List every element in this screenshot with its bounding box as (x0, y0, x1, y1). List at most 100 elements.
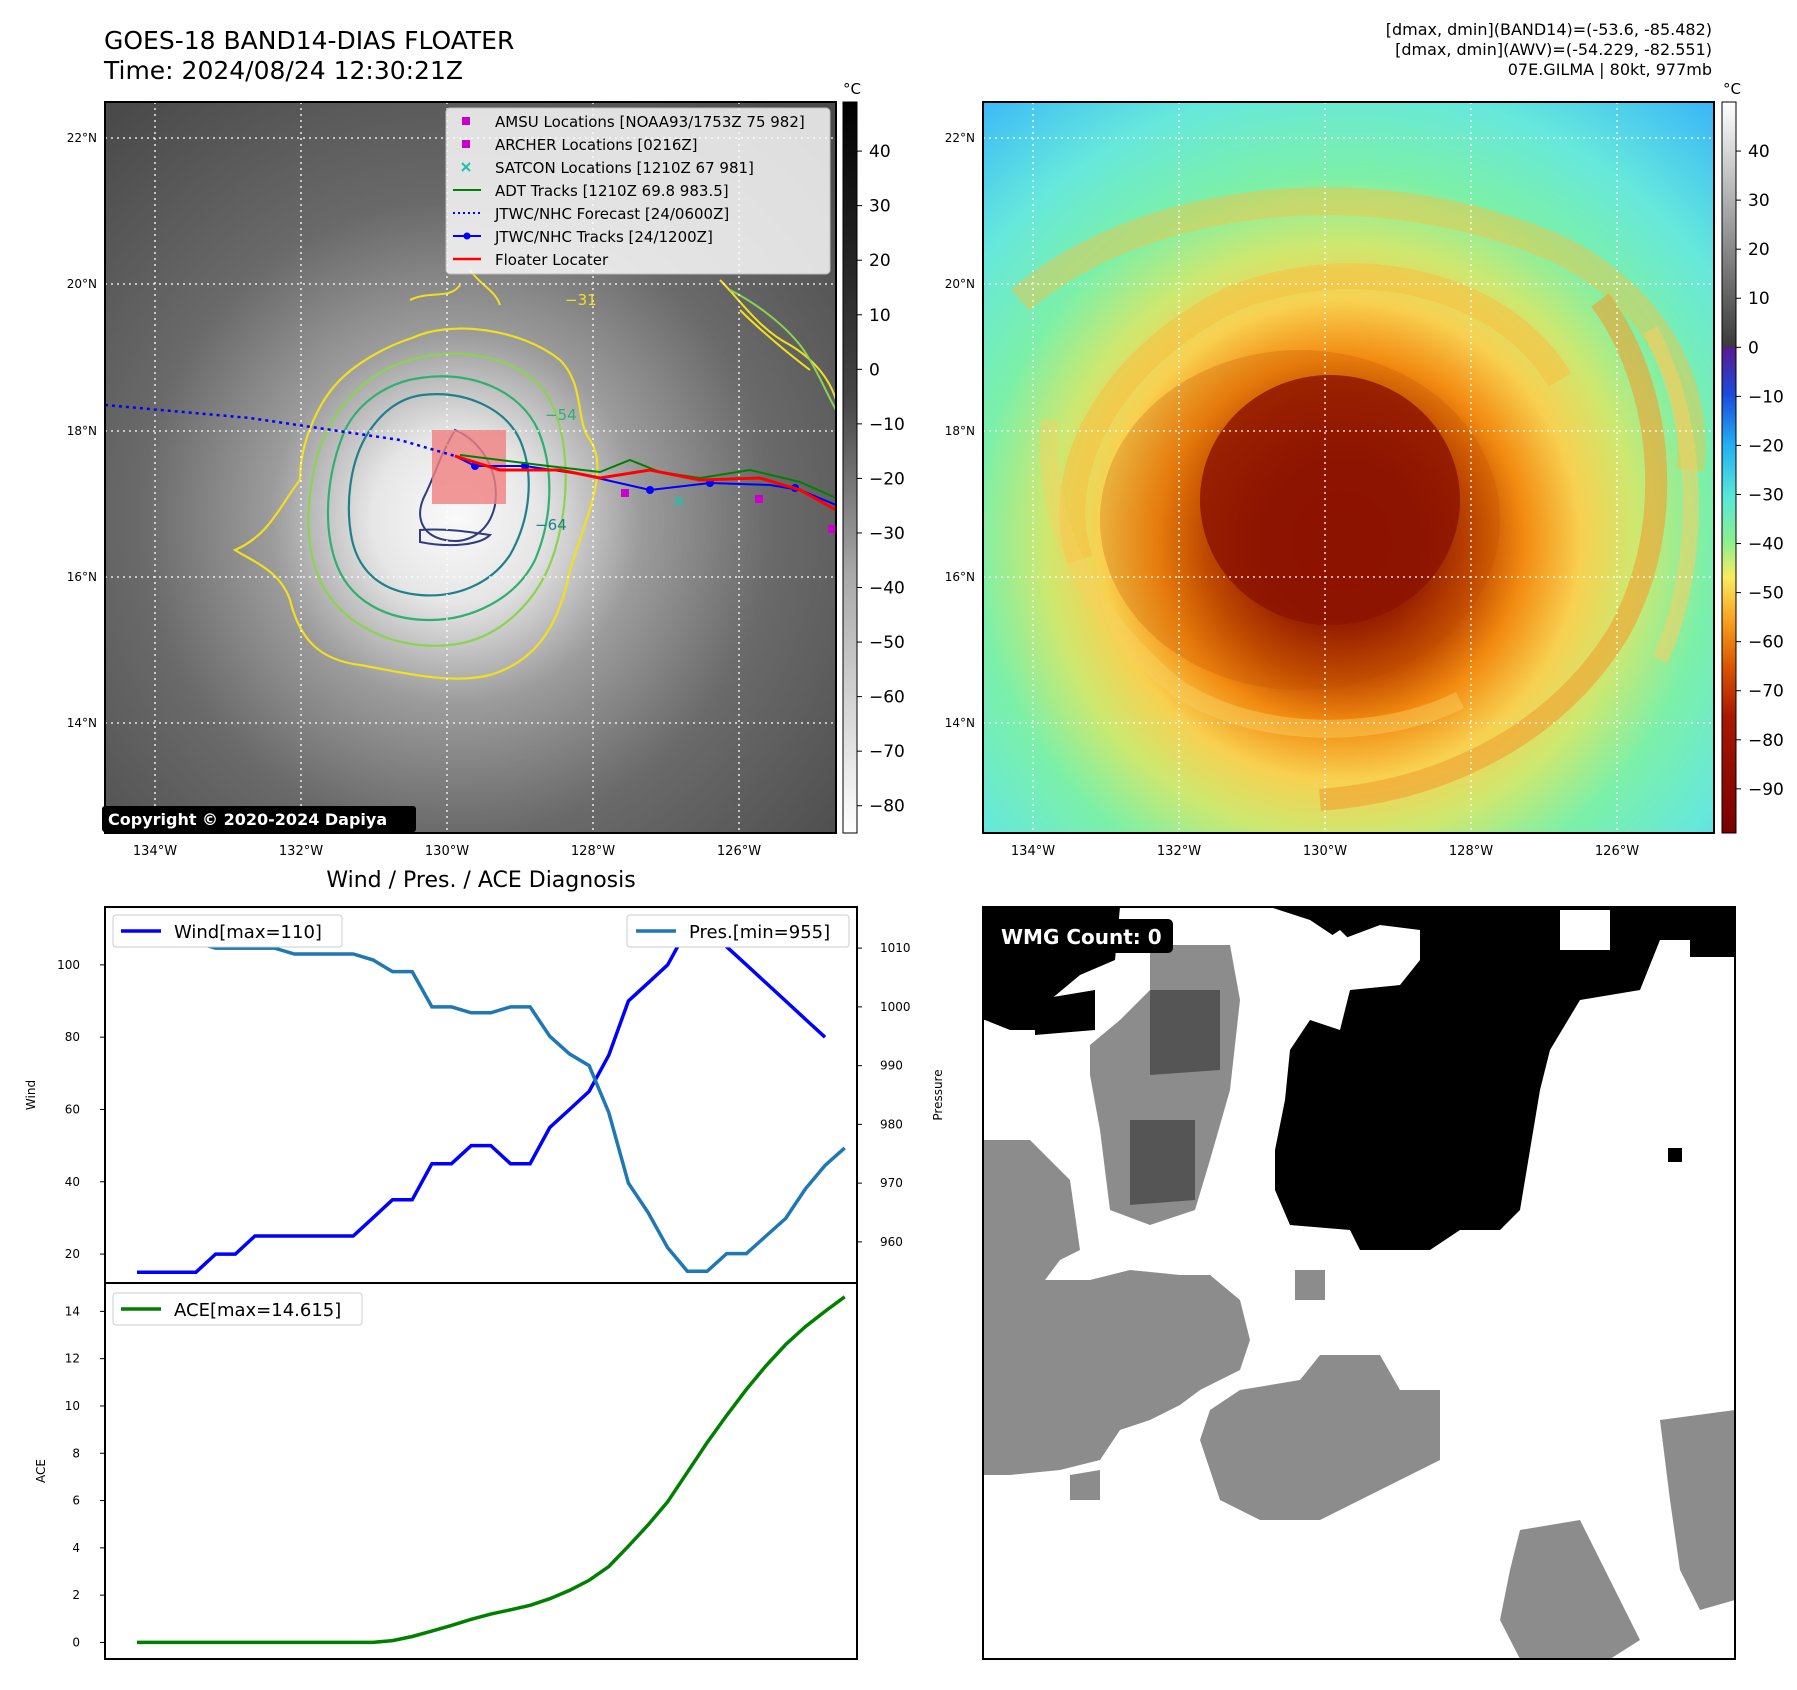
axis-tick-label: 980 (880, 1117, 903, 1131)
ir-colorbar-unit: °C (843, 80, 861, 98)
wmg-dark-regions (1130, 990, 1220, 1205)
ir-lon-labels: 134°W 132°W 130°W 128°W 126°W (133, 844, 761, 859)
axis-tick-label: 40 (65, 1175, 80, 1189)
lat-label-14n: 14°N (67, 716, 97, 730)
colorbar-tick-label: −60 (1748, 633, 1784, 653)
axis-tick-label: 0 (72, 1635, 80, 1649)
axis-tick-label: 990 (880, 1059, 903, 1073)
colorbar-tick-label: −30 (1748, 485, 1784, 505)
colorbar-tick-label: 0 (869, 360, 880, 380)
legend-satcon-label: SATCON Locations [1210Z 67 981] (495, 159, 754, 177)
diagnosis-panel: Wind / Pres. / ACE Diagnosis 20406080100… (24, 868, 945, 1660)
info-line2: [dmax, dmin](AWV)=(-54.229, -82.551) (1395, 40, 1712, 59)
lat-label-22n: 22°N (67, 131, 97, 145)
wmg-white-holes (1295, 910, 1610, 990)
ace-legend-label: ACE[max=14.615] (174, 1300, 341, 1321)
enhanced-map-gridlines (983, 102, 1714, 833)
diagnosis-title: Wind / Pres. / ACE Diagnosis (326, 868, 635, 893)
colorbar-tick-label: −70 (1748, 682, 1784, 702)
title-line1: GOES-18 BAND14-DIAS FLOATER (104, 26, 515, 55)
ace-axes (104, 1282, 858, 1660)
colorbar-tick-label: −80 (869, 797, 905, 817)
contour-label-31: −31 (565, 291, 597, 309)
lon-label-134w: 134°W (133, 844, 177, 859)
colorbar-tick-label: 20 (869, 251, 891, 271)
legend-amsu-marker (462, 117, 470, 125)
ace-axis-label: ACE (34, 1459, 48, 1483)
axis-tick-label: 100 (57, 958, 80, 972)
axis-tick-label: 4 (72, 1541, 80, 1555)
colorbar-tick-label: −20 (869, 469, 905, 489)
colorbar-tick-label: 30 (869, 197, 891, 217)
lat-label-16n: 16°N (67, 570, 97, 584)
wmg-frame (982, 906, 1736, 1660)
contour-label-54: −54 (545, 406, 577, 424)
ace-series-line (137, 1295, 846, 1645)
enhanced-spiral-bands (1010, 187, 1706, 811)
lat-label-22n-right: 22°N (945, 131, 975, 145)
enhanced-colorbar-ticks: 40 30 20 10 0 −10 −20 −30 −40 −50 −60 −70 −80 −90 (1736, 142, 1784, 800)
enhanced-map-frame (982, 101, 1715, 834)
wmg-count-box (993, 919, 1173, 953)
enhanced-lon-labels: 134°W 132°W 130°W 128°W 126°W (1011, 844, 1639, 859)
pressure-legend-label: Pres.[min=955] (689, 922, 830, 943)
title-line2: Time: 2024/08/24 12:30:21Z (104, 56, 463, 85)
legend-forecast-label: JTWC/NHC Forecast [24/0600Z] (494, 205, 729, 223)
legend-archer-label: ARCHER Locations [0216Z] (495, 136, 698, 154)
colorbar-tick-label: −70 (869, 742, 905, 762)
lat-label-18n: 18°N (67, 424, 97, 438)
colorbar-tick-label: −50 (869, 633, 905, 653)
colorbar-tick-label: −40 (1748, 535, 1784, 555)
axis-tick-label: 14 (65, 1304, 80, 1318)
contour-yellow (232, 327, 599, 680)
pressure-legend: Pres.[min=955] (626, 914, 850, 948)
pressure-ticks: 960 970 980 990 1000 1010 (857, 941, 911, 1249)
colorbar-tick-label: 10 (869, 306, 891, 326)
axis-tick-label: 960 (880, 1235, 903, 1249)
jtwc-forecast-line (105, 403, 456, 458)
contour-outer-east-2 (729, 289, 836, 411)
info-line1: [dmax, dmin](BAND14)=(-53.6, -85.482) (1385, 20, 1712, 39)
wind-axis-label: Wind (24, 1080, 38, 1110)
lat-label-20n-right: 20°N (945, 277, 975, 291)
legend-satcon-marker (461, 162, 471, 172)
axis-tick-label: 12 (65, 1352, 80, 1366)
ace-legend: ACE[max=14.615] (112, 1292, 363, 1326)
ir-map-panel: −31 −54 −64 22°N 20°N 18°N 16°N 14°N (67, 80, 905, 859)
contour-green (326, 375, 551, 622)
ir-colorbar-ticks: 40 30 20 10 0 −10 −20 −30 −40 −50 −60 −70 −80 (857, 142, 905, 817)
colorbar-tick-label: 40 (869, 142, 891, 162)
lon-label-134w-right: 134°W (1011, 844, 1055, 859)
wind-legend: Wind[max=110] (112, 914, 343, 948)
ir-colorbar (842, 101, 858, 834)
legend-archer-marker (462, 140, 470, 148)
colorbar-tick-label: −30 (869, 524, 905, 544)
amsu-markers (621, 489, 836, 533)
colorbar-tick-label: −60 (869, 688, 905, 708)
copyright-text: Copyright © 2020-2024 Dapiya (108, 810, 387, 829)
colorbar-tick-label: 30 (1748, 191, 1770, 211)
legend-floater-label: Floater Locater (495, 251, 609, 269)
enhanced-colorbar-unit: °C (1723, 80, 1741, 98)
colorbar-tick-label: −80 (1748, 731, 1784, 751)
legend-adt-label: ADT Tracks [1210Z 69.8 983.5] (495, 182, 729, 200)
contour-teal (347, 393, 530, 597)
lat-label-18n-right: 18°N (945, 424, 975, 438)
axis-tick-label: 1000 (880, 1000, 911, 1014)
floater-line (454, 454, 836, 512)
wind-legend-label: Wind[max=110] (174, 922, 322, 943)
pressure-series-line (135, 917, 846, 1274)
lat-label-16n-right: 16°N (945, 570, 975, 584)
lon-label-126w: 126°W (717, 844, 761, 859)
figure-title: GOES-18 BAND14-DIAS FLOATER Time: 2024/0… (104, 26, 514, 86)
lon-label-128w: 128°W (571, 844, 615, 859)
wmg-gray-regions (983, 945, 1735, 1659)
ir-lat-labels: 22°N 20°N 18°N 16°N 14°N (67, 131, 97, 730)
wmg-panel: WMG Count: 0 (982, 906, 1736, 1660)
wind-pressure-axes (104, 906, 858, 1284)
colorbar-tick-label: −90 (1748, 780, 1784, 800)
info-line3: 07E.GILMA | 80kt, 977mb (1507, 60, 1712, 79)
lon-label-128w-right: 128°W (1449, 844, 1493, 859)
axis-tick-label: 20 (65, 1247, 80, 1261)
